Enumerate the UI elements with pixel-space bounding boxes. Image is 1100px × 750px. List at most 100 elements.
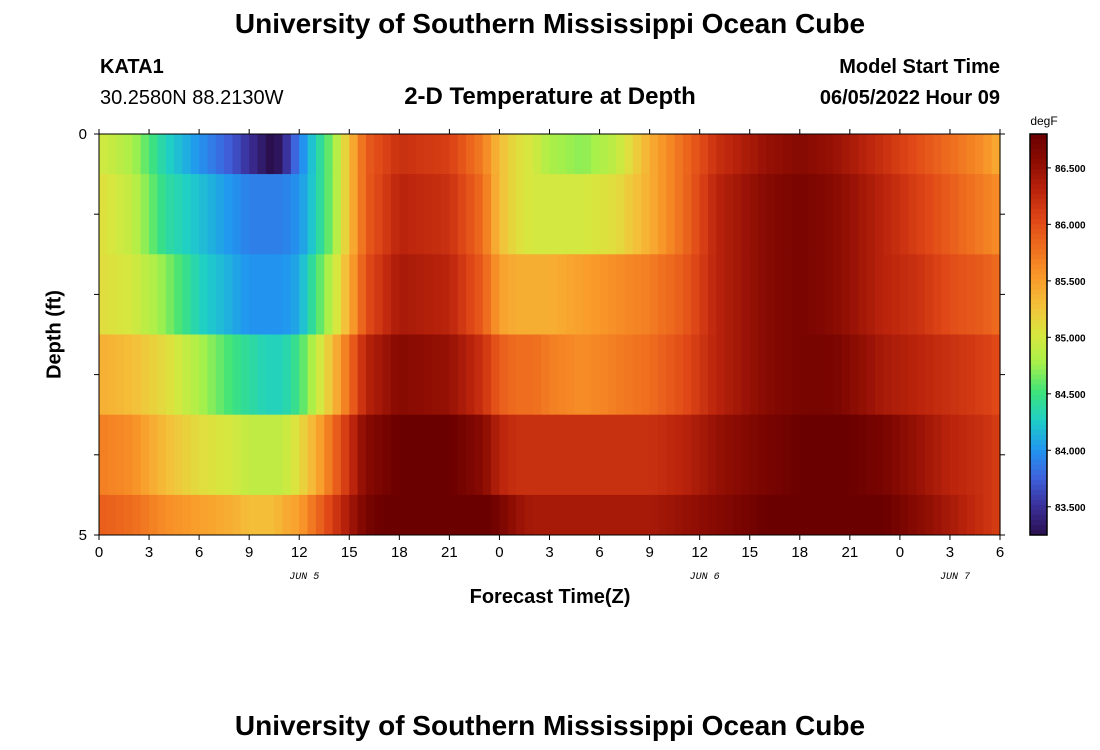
heatmap-cell (541, 254, 551, 335)
heatmap-cell (708, 254, 717, 335)
heatmap-cell (457, 254, 467, 335)
heatmap-cell (808, 174, 818, 255)
heatmap-cell (315, 494, 325, 536)
heatmap-cell (616, 134, 626, 175)
heatmap-cell (733, 254, 742, 335)
heatmap-cell (791, 134, 801, 175)
heatmap-cell (299, 254, 309, 335)
heatmap-cell (983, 174, 993, 255)
colorbar-segment (1030, 254, 1047, 260)
heatmap-cell (482, 334, 492, 416)
heatmap-cell (557, 494, 567, 536)
heatmap-cell (632, 174, 642, 255)
heatmap-cell (816, 334, 826, 416)
heatmap-cell (699, 254, 709, 335)
x-tick-label: 9 (245, 544, 253, 561)
heatmap-cell (374, 494, 384, 536)
x-tick-label: 0 (896, 544, 904, 561)
heatmap-cell (616, 254, 626, 335)
heatmap-cell (966, 134, 976, 175)
heatmap-cell (249, 494, 259, 536)
heatmap-cell (924, 174, 934, 255)
heatmap-cell (874, 134, 884, 175)
heatmap-cell (491, 134, 501, 175)
heatmap-cell (99, 174, 108, 255)
heatmap-cell (399, 334, 409, 416)
heatmap-cell (916, 134, 926, 175)
heatmap-cell (157, 174, 167, 255)
heatmap-cell (382, 334, 392, 416)
heatmap-cell (799, 174, 809, 255)
heatmap-cell (566, 174, 576, 255)
heatmap-cell (874, 174, 884, 255)
colorbar-segment (1030, 329, 1047, 335)
colorbar-segment (1030, 304, 1047, 310)
heatmap-cell (532, 414, 542, 496)
heatmap-cell (416, 134, 425, 175)
heatmap-cell (324, 254, 334, 335)
heatmap-cell (966, 334, 976, 416)
heatmap-cell (282, 134, 292, 175)
heatmap-cell (574, 494, 584, 536)
heatmap-cell (524, 334, 534, 416)
heatmap-cell (524, 174, 534, 255)
heatmap-cell (657, 174, 667, 255)
heatmap-cell (182, 334, 192, 416)
colorbar-segment (1030, 399, 1047, 406)
heatmap-cell (115, 174, 125, 255)
colorbar-segment (1030, 249, 1047, 255)
heatmap-cell (407, 494, 417, 536)
colorbar-segment (1030, 314, 1047, 320)
heatmap-cell (232, 494, 242, 536)
heatmap-cell (899, 334, 909, 416)
heatmap-cell (215, 334, 225, 416)
heatmap-cell (933, 334, 943, 416)
heatmap-cell (958, 254, 968, 335)
x-tick-label: 15 (741, 544, 758, 561)
heatmap-cell (983, 254, 993, 335)
heatmap-cell (666, 494, 676, 536)
colorbar-segment (1030, 519, 1047, 526)
heatmap-cell (532, 494, 542, 536)
heatmap-cell (516, 134, 526, 175)
heatmap-cell (157, 494, 167, 536)
colorbar-tick-label: 84.000 (1055, 446, 1086, 457)
heatmap-cell (190, 334, 200, 416)
heatmap-cell (883, 334, 893, 416)
heatmap-cell (791, 174, 801, 255)
heatmap-cell (958, 174, 968, 255)
heatmap-cell (474, 494, 484, 536)
heatmap-cell (115, 494, 125, 536)
heatmap-cell (574, 134, 584, 175)
heatmap-cell (107, 494, 117, 536)
heatmap-cell (833, 134, 843, 175)
heatmap-cell (941, 134, 951, 175)
colorbar-segment (1030, 389, 1047, 396)
heatmap-cell (107, 174, 117, 255)
heatmap-cell (958, 334, 968, 416)
heatmap-cell (265, 134, 275, 175)
heatmap-cell (307, 494, 317, 536)
heatmap-cell (557, 334, 567, 416)
heatmap-cell (724, 334, 734, 416)
heatmap-cell (599, 174, 609, 255)
heatmap-cell (733, 494, 742, 536)
heatmap-cell (282, 494, 292, 536)
heatmap-cell (716, 254, 726, 335)
heatmap-cell (541, 494, 551, 536)
heatmap-cell (466, 494, 476, 536)
heatmap-cell (165, 134, 175, 175)
heatmap-cell (749, 174, 759, 255)
heatmap-cell (457, 174, 467, 255)
colorbar-segment (1030, 514, 1047, 521)
heatmap-cell (240, 134, 250, 175)
heatmap-cell (607, 414, 617, 496)
heatmap-cell (107, 134, 117, 175)
heatmap-cell (724, 174, 734, 255)
heatmap-cell (290, 134, 300, 175)
x-tick-label: 6 (595, 544, 603, 561)
heatmap-cell (357, 254, 367, 335)
heatmap-cell (858, 254, 868, 335)
